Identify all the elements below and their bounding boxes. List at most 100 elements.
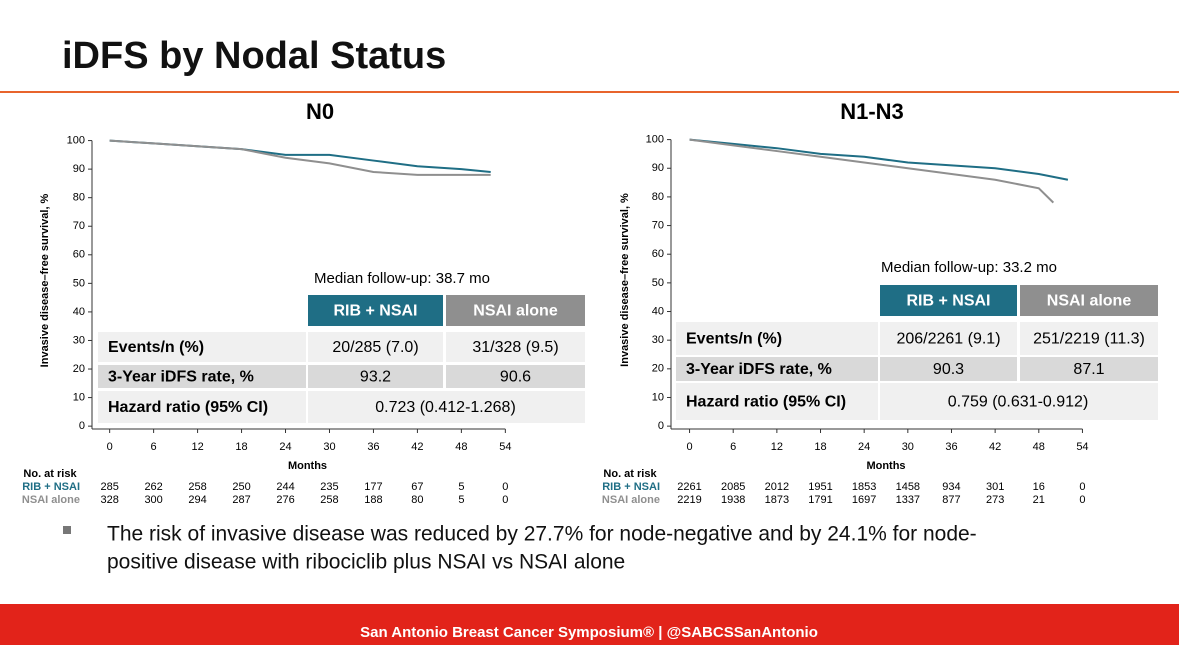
- risk-count: 1697: [852, 494, 876, 506]
- y-tick-label: 70: [652, 219, 664, 231]
- table-cell: [98, 332, 306, 362]
- x-tick-label: 42: [989, 441, 1001, 453]
- risk-row-label: NSAI alone: [22, 494, 80, 506]
- survival-curve: [689, 138, 1069, 181]
- risk-count: 0: [502, 494, 508, 506]
- risk-count: 294: [188, 494, 206, 506]
- y-tick-label: 70: [73, 220, 85, 232]
- table-header-text: RIB + NSAI: [906, 293, 990, 310]
- table-header-text: RIB + NSAI: [333, 303, 417, 320]
- risk-count: 1873: [765, 494, 789, 506]
- table-row-label: Hazard ratio (95% CI): [108, 399, 268, 416]
- risk-count: 1791: [808, 494, 832, 506]
- table-row-label: Hazard ratio (95% CI): [686, 394, 846, 411]
- risk-count: 273: [986, 494, 1004, 506]
- x-tick-label: 48: [1033, 441, 1045, 453]
- y-tick-label: 40: [73, 306, 85, 318]
- risk-count: 67: [411, 481, 423, 493]
- risk-count: 1951: [808, 481, 832, 493]
- y-tick-label: 10: [652, 391, 664, 403]
- risk-count: 0: [1079, 481, 1085, 493]
- survival-curve: [689, 138, 1055, 204]
- risk-count: 188: [364, 494, 382, 506]
- table-cell: [676, 322, 878, 355]
- risk-count: 1938: [721, 494, 745, 506]
- risk-count: 934: [942, 481, 960, 493]
- x-axis-label: Months: [866, 460, 905, 472]
- table-cell-text: 90.6: [500, 369, 531, 386]
- risk-row-label: NSAI alone: [602, 494, 660, 506]
- table-cell-text: 87.1: [1073, 361, 1104, 378]
- risk-count: 2261: [677, 481, 701, 493]
- table-cell-text: 31/328 (9.5): [472, 339, 558, 356]
- risk-count: 0: [1079, 494, 1085, 506]
- risk-count: 285: [100, 481, 118, 493]
- table-cell: [308, 365, 443, 388]
- footer-text: San Antonio Breast Cancer Symposium® | @…: [360, 624, 818, 641]
- risk-count: 328: [100, 494, 118, 506]
- x-tick-label: 24: [279, 441, 291, 453]
- y-tick-label: 100: [67, 134, 85, 146]
- x-axis-label: Months: [288, 460, 327, 472]
- risk-count: 258: [320, 494, 338, 506]
- x-tick-label: 18: [814, 441, 826, 453]
- risk-count: 1853: [852, 481, 876, 493]
- x-tick-label: 36: [367, 441, 379, 453]
- table-cell: [676, 357, 878, 381]
- y-tick-label: 0: [658, 420, 664, 432]
- y-tick-label: 30: [73, 334, 85, 346]
- risk-table-title: No. at risk: [603, 468, 657, 480]
- x-tick-label: 0: [107, 441, 113, 453]
- table-cell-text: 20/285 (7.0): [332, 339, 418, 356]
- risk-count: 300: [144, 494, 162, 506]
- y-tick-label: 90: [73, 163, 85, 175]
- table-cell: [98, 391, 306, 423]
- bullet-line: The risk of invasive disease was reduced…: [107, 523, 977, 546]
- risk-row-label: RIB + NSAI: [22, 481, 80, 493]
- table-row-label: 3-Year iDFS rate, %: [686, 361, 832, 378]
- table-header-text: NSAI alone: [1047, 293, 1132, 310]
- x-tick-label: 54: [1076, 441, 1088, 453]
- title-rule: [0, 91, 1179, 93]
- y-tick-label: 50: [73, 277, 85, 289]
- bullet-line: positive disease with ribociclib plus NS…: [107, 551, 625, 574]
- x-tick-label: 36: [945, 441, 957, 453]
- risk-count: 244: [276, 481, 294, 493]
- table-header-text: NSAI alone: [473, 303, 558, 320]
- table-row-label: 3-Year iDFS rate, %: [108, 369, 254, 386]
- table-cell-text: 206/2261 (9.1): [896, 331, 1000, 348]
- y-axis-label: Invasive disease–free survival, %: [39, 193, 51, 367]
- risk-count: 301: [986, 481, 1004, 493]
- table-cell: [1020, 322, 1158, 355]
- x-tick-label: 6: [730, 441, 736, 453]
- chart-title: N0: [306, 99, 334, 124]
- x-tick-label: 54: [499, 441, 511, 453]
- risk-count: 2219: [677, 494, 701, 506]
- risk-count: 21: [1033, 494, 1045, 506]
- y-tick-label: 100: [646, 134, 664, 146]
- y-tick-label: 20: [652, 363, 664, 375]
- table-cell-text: 0.723 (0.412-1.268): [375, 399, 516, 416]
- x-tick-label: 30: [323, 441, 335, 453]
- risk-count: 80: [411, 494, 423, 506]
- risk-count: 250: [232, 481, 250, 493]
- risk-count: 262: [144, 481, 162, 493]
- slide-title: iDFS by Nodal Status: [62, 35, 446, 77]
- y-tick-label: 10: [73, 391, 85, 403]
- y-tick-label: 60: [652, 248, 664, 260]
- bullet-mark: [63, 526, 71, 534]
- risk-count: 258: [188, 481, 206, 493]
- table-cell-text: 90.3: [933, 361, 964, 378]
- x-tick-label: 0: [686, 441, 692, 453]
- table-cell-text: 251/2219 (11.3): [1033, 331, 1145, 348]
- x-tick-label: 30: [902, 441, 914, 453]
- y-tick-label: 90: [652, 162, 664, 174]
- footer-band: [0, 604, 1179, 645]
- table-row-label: Events/n (%): [108, 339, 204, 356]
- risk-count: 2085: [721, 481, 745, 493]
- y-tick-label: 20: [73, 363, 85, 375]
- x-tick-label: 12: [191, 441, 203, 453]
- table-cell: [446, 332, 585, 362]
